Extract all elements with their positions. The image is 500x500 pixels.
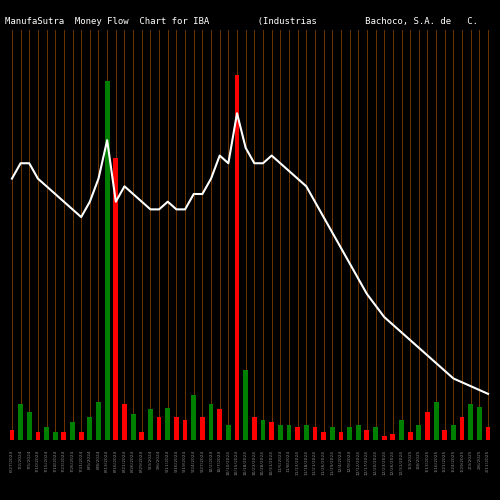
Bar (330, 427, 334, 440)
Bar (468, 404, 473, 440)
Bar (425, 412, 430, 440)
Bar (96, 402, 101, 440)
Bar (79, 432, 84, 440)
Bar (10, 430, 14, 440)
Bar (399, 420, 404, 440)
Bar (166, 408, 170, 440)
Bar (182, 420, 188, 440)
Bar (53, 432, 58, 440)
Bar (208, 404, 214, 440)
Bar (70, 422, 75, 440)
Text: ManufaSutra  Money Flow  Chart for IBA         (Industrias         Bachoco, S.A.: ManufaSutra Money Flow Chart for IBA (In… (5, 18, 478, 26)
Bar (192, 395, 196, 440)
Bar (286, 424, 292, 440)
Bar (148, 409, 153, 440)
Bar (252, 417, 256, 440)
Bar (122, 404, 127, 440)
Bar (200, 417, 205, 440)
Bar (312, 427, 318, 440)
Bar (295, 427, 300, 440)
Bar (338, 432, 344, 440)
Bar (434, 402, 438, 440)
Bar (88, 417, 92, 440)
Bar (373, 427, 378, 440)
Bar (278, 424, 282, 440)
Bar (347, 427, 352, 440)
Bar (226, 424, 230, 440)
Bar (270, 422, 274, 440)
Bar (140, 432, 144, 440)
Bar (416, 424, 421, 440)
Bar (44, 427, 49, 440)
Bar (62, 432, 66, 440)
Bar (364, 430, 370, 440)
Bar (486, 427, 490, 440)
Bar (321, 432, 326, 440)
Bar (156, 417, 162, 440)
Bar (408, 432, 412, 440)
Bar (260, 420, 266, 440)
Bar (130, 414, 136, 440)
Bar (382, 436, 386, 440)
Bar (460, 417, 464, 440)
Bar (36, 432, 41, 440)
Bar (442, 430, 447, 440)
Bar (234, 75, 240, 440)
Bar (174, 417, 179, 440)
Bar (105, 81, 110, 440)
Bar (218, 409, 222, 440)
Bar (390, 434, 395, 440)
Bar (18, 404, 23, 440)
Bar (304, 424, 308, 440)
Bar (244, 370, 248, 440)
Bar (114, 158, 118, 440)
Bar (477, 406, 482, 440)
Bar (451, 424, 456, 440)
Bar (356, 424, 360, 440)
Bar (27, 412, 32, 440)
